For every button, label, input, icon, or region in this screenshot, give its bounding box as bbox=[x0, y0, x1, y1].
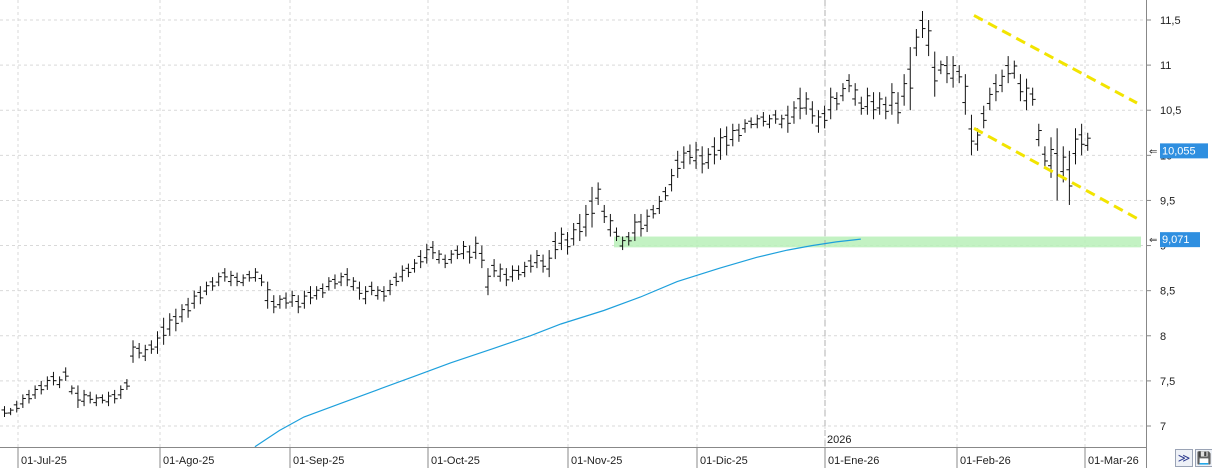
last-price-tag: 10,055 ⇐ bbox=[1149, 143, 1208, 159]
y-tick-label: 7,5 bbox=[1160, 376, 1175, 388]
x-tick-label: 01-Sep-25 bbox=[293, 455, 344, 467]
y-tick-label: 11,5 bbox=[1160, 15, 1181, 27]
last-price-pointer-icon: ⇐ bbox=[1149, 146, 1157, 157]
ma-value: 9,071 bbox=[1162, 234, 1190, 246]
collapse-icon[interactable]: ≫ bbox=[1175, 449, 1193, 467]
x-tick-label: 01-Dic-25 bbox=[700, 455, 748, 467]
y-tick-label: 8,5 bbox=[1160, 286, 1175, 298]
x-tick-label: 01-Jul-25 bbox=[21, 455, 67, 467]
x-tick-label: 01-Feb-26 bbox=[960, 455, 1011, 467]
support-zone bbox=[614, 236, 1141, 248]
y-tick-label: 10,5 bbox=[1160, 105, 1181, 117]
y-tick-label: 8 bbox=[1160, 331, 1166, 343]
x-axis-ticks: 01-Jul-25 01-Ago-25 01-Sep-25 01-Oct-25 01-N… bbox=[17, 447, 1139, 468]
corner-toolbar: ≫ 💾 bbox=[1173, 449, 1212, 468]
y-tick-label: 11 bbox=[1160, 60, 1171, 72]
moving-average-line bbox=[254, 238, 861, 448]
last-price-tag-background bbox=[1160, 143, 1208, 159]
ma-value-tag: 9,071 ⇐ bbox=[1149, 232, 1200, 248]
x-tick-label: 01-Oct-25 bbox=[431, 455, 480, 467]
y-tick-label: 9,5 bbox=[1160, 195, 1175, 207]
save-icon[interactable]: 💾 bbox=[1195, 449, 1212, 467]
x-tick-label: 01-Ago-25 bbox=[163, 455, 214, 467]
ohlc-bars bbox=[1, 10, 1091, 417]
ma-pointer-icon: ⇐ bbox=[1149, 235, 1157, 246]
y-tick-label: 7 bbox=[1160, 421, 1166, 433]
x-tick-label: 01-Ene-26 bbox=[828, 455, 879, 467]
year-marker-label: 2026 bbox=[827, 434, 851, 446]
ma-value-tag-background bbox=[1160, 232, 1200, 248]
x-tick-label: 01-Mar-26 bbox=[1088, 455, 1139, 467]
x-tick-label: 01-Nov-25 bbox=[571, 455, 622, 467]
last-price-value: 10,055 bbox=[1162, 145, 1196, 157]
